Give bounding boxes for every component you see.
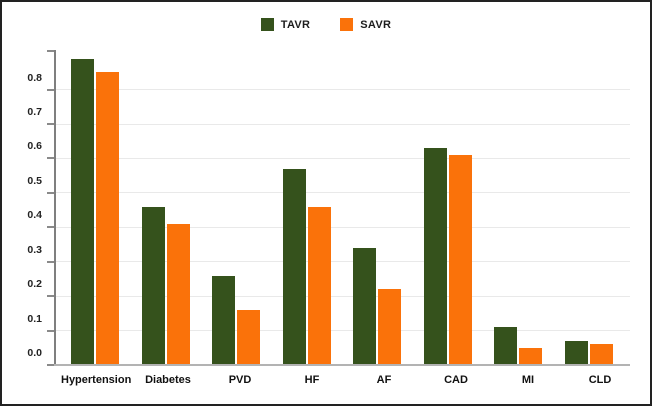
legend-swatch-savr: [340, 18, 354, 31]
y-axis-tick: [47, 260, 54, 263]
bar-tavr-mi: [494, 327, 518, 365]
y-axis-tick: [47, 157, 54, 160]
bar-savr-cld: [589, 344, 613, 365]
gridline: [56, 192, 630, 194]
y-tick-label: 0.4: [27, 209, 42, 222]
y-tick-label: 0.2: [27, 278, 42, 291]
bar-savr-hf: [307, 206, 331, 365]
bar-groups: [54, 50, 630, 365]
x-axis-label-hf: HF: [304, 374, 320, 386]
y-axis-line: [54, 50, 56, 365]
bar-savr-diabetes: [166, 223, 190, 365]
bar-group-diabetes: [131, 50, 201, 365]
bar-savr-af: [378, 289, 402, 365]
y-axis-tick: [47, 88, 54, 91]
y-tick-label: 0.7: [27, 106, 42, 119]
x-axis-label-mi: MI: [521, 374, 535, 386]
bar-tavr-hypertension: [71, 58, 95, 365]
legend-item-tavr: TAVR: [260, 18, 311, 31]
gridline: [56, 89, 630, 91]
y-axis-tick: [47, 364, 54, 366]
bar-tavr-hf: [282, 168, 306, 365]
y-tick-label: 0.1: [27, 312, 42, 325]
legend-label: SAVR: [360, 18, 392, 31]
gridline: [56, 157, 630, 159]
chart-legend: TAVR SAVR: [2, 18, 650, 31]
bar-savr-mi: [519, 347, 543, 365]
x-axis-labels: Hypertension Diabetes PVD HF AF CAD MI CLD: [54, 374, 642, 386]
y-tick-label: 0.8: [27, 71, 42, 84]
bar-savr-pvd: [237, 309, 261, 365]
bar-tavr-diabetes: [141, 206, 165, 365]
x-axis-label-diabetes: Diabetes: [145, 374, 191, 386]
x-axis-label-cld: CLD: [588, 374, 612, 386]
bar-group-pvd: [201, 50, 271, 365]
x-axis-label-af: AF: [376, 374, 392, 386]
gridline: [56, 295, 630, 297]
y-tick-label: 0.3: [27, 243, 42, 256]
bar-group-cld: [554, 50, 624, 365]
bar-savr-hypertension: [96, 72, 120, 365]
bar-group-af: [342, 50, 412, 365]
gridline: [56, 123, 630, 125]
bar-tavr-cad: [423, 148, 447, 365]
y-tick-label: 0.5: [27, 174, 42, 187]
bar-group-hypertension: [60, 50, 130, 365]
y-axis-tick: [47, 329, 54, 332]
bar-savr-cad: [448, 155, 472, 365]
bar-group-hf: [272, 50, 342, 365]
gridline: [56, 330, 630, 332]
legend-swatch-tavr: [260, 18, 274, 31]
bar-group-mi: [483, 50, 553, 365]
y-tick-label: 0.6: [27, 140, 42, 153]
y-axis-tick: [47, 226, 54, 229]
bar-tavr-pvd: [212, 275, 236, 365]
x-axis-label-hypertension: Hypertension: [61, 374, 132, 386]
x-axis-label-cad: CAD: [444, 374, 468, 386]
gridline: [56, 261, 630, 263]
bar-tavr-cld: [564, 340, 588, 365]
bar-group-cad: [413, 50, 483, 365]
y-axis-tick: [47, 123, 54, 126]
plot-area: 0.0 0.1 0.2 0.3 0.4 0.5 0.6 0.7 0.8: [27, 50, 630, 366]
bar-tavr-af: [353, 247, 377, 365]
legend-label: TAVR: [280, 18, 311, 31]
legend-item-savr: SAVR: [340, 18, 391, 31]
y-tick-label: 0.0: [27, 347, 42, 359]
y-axis-tick: [47, 191, 54, 194]
x-axis-label-pvd: PVD: [228, 374, 252, 386]
x-axis-line: [54, 364, 630, 366]
y-axis-tick: [47, 295, 54, 298]
gridline: [56, 226, 630, 228]
y-axis-top-tick: [47, 50, 54, 52]
